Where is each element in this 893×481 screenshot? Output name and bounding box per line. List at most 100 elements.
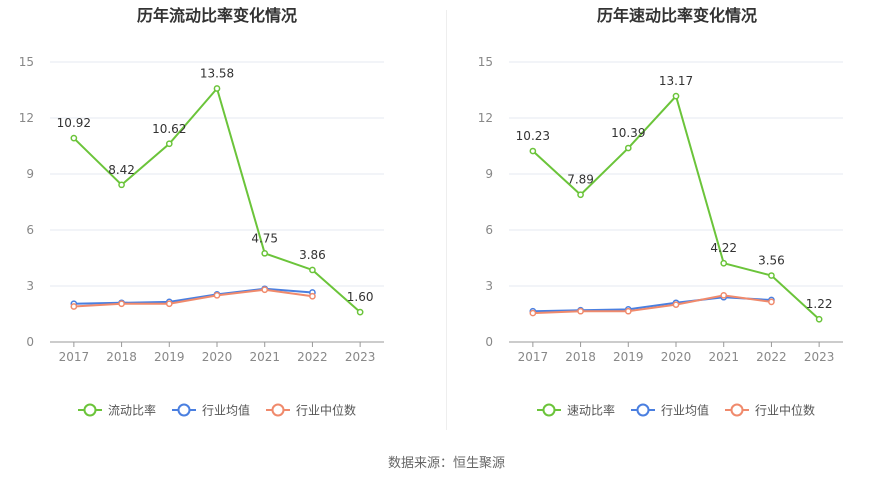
x-tick-label: 2017 — [518, 350, 549, 364]
data-point — [118, 181, 125, 189]
legend-item-1[interactable]: 行业均值 — [172, 403, 250, 418]
y-tick-label: 15 — [19, 55, 34, 69]
y-tick-label: 3 — [26, 279, 34, 293]
x-tick-label: 2019 — [154, 350, 185, 364]
data-label: 10.39 — [611, 126, 645, 140]
x-tick-label: 2019 — [613, 350, 644, 364]
y-tick-label: 6 — [26, 223, 34, 237]
data-label: 1.60 — [347, 290, 374, 304]
data-label: 4.75 — [251, 231, 278, 245]
legend-label: 行业中位数 — [296, 403, 356, 418]
data-point — [624, 144, 632, 152]
x-tick-label: 2021 — [708, 350, 739, 364]
series-line — [532, 294, 772, 315]
data-source-note: 数据来源：恒生聚源 — [387, 456, 505, 471]
x-tick-label: 2020 — [661, 350, 692, 364]
x-tick-label: 2021 — [249, 350, 280, 364]
legend-label: 流动比率 — [108, 403, 156, 418]
legend-item-1[interactable]: 行业均值 — [631, 403, 709, 418]
legend-swatch-marker — [542, 403, 556, 417]
data-point — [577, 191, 584, 199]
data-point — [356, 308, 364, 316]
series-line — [73, 288, 313, 308]
chart-title: 历年速动比率变化情况 — [597, 6, 757, 25]
x-tick-label: 2023 — [804, 350, 835, 364]
data-point — [165, 140, 173, 148]
data-point — [529, 309, 537, 317]
data-point — [815, 315, 823, 323]
y-tick-label: 12 — [19, 111, 34, 125]
x-tick-label: 2022 — [297, 350, 328, 364]
current-ratio-chart-panel: 历年流动比率变化情况 0 3 6 9 12 15 2017 2018 2019 2020 2021 20… — [0, 0, 446, 440]
x-tick-label: 2022 — [756, 350, 787, 364]
data-point — [118, 300, 125, 308]
data-point — [672, 301, 680, 309]
data-point — [70, 303, 78, 310]
series-1 — [70, 285, 316, 308]
legend-item-0[interactable]: 流动比率 — [78, 403, 156, 418]
panel-divider — [446, 10, 447, 430]
y-tick-label: 9 — [485, 167, 493, 181]
data-point — [309, 266, 316, 274]
series-line — [73, 287, 313, 305]
data-point — [768, 272, 775, 279]
series-0: 10.92 8.42 10.62 13.58 4.75 3.86 1.60 — [57, 67, 374, 316]
data-point — [165, 300, 173, 308]
data-point — [768, 298, 775, 306]
data-point — [577, 307, 584, 315]
data-label: 13.58 — [200, 67, 234, 81]
y-tick-label: 0 — [26, 335, 34, 349]
chart-title: 历年流动比率变化情况 — [137, 6, 297, 25]
data-label: 3.56 — [758, 254, 785, 268]
data-point — [261, 286, 269, 294]
y-tick-label: 15 — [478, 55, 493, 69]
legend-label: 行业均值 — [661, 403, 709, 418]
y-tick-label: 6 — [485, 223, 493, 237]
legend-label: 行业均值 — [202, 403, 250, 418]
data-point — [529, 147, 537, 155]
x-tick-label: 2018 — [565, 350, 596, 364]
y-tick-label: 12 — [478, 111, 493, 125]
legend-swatch-marker — [730, 403, 744, 417]
y-tick-label: 3 — [485, 279, 493, 293]
quick-ratio-chart: 历年速动比率变化情况 0 3 6 9 12 15 2017 2018 2019 2020 2021 20… — [478, 6, 843, 418]
legend-swatch-marker — [177, 403, 191, 417]
legend-item-2[interactable]: 行业中位数 — [266, 403, 356, 418]
legend-label: 速动比率 — [567, 403, 615, 418]
data-label: 4.22 — [710, 241, 737, 255]
y-tick-label: 0 — [485, 335, 493, 349]
data-point — [672, 92, 680, 100]
data-point — [720, 291, 728, 299]
x-tick-label: 2018 — [106, 350, 137, 364]
current-ratio-chart: 历年流动比率变化情况 0 3 6 9 12 15 2017 2018 2019 2020 2021 20… — [19, 6, 384, 418]
quick-ratio-chart-panel: 历年速动比率变化情况 0 3 6 9 12 15 2017 2018 2019 2020 2021 20… — [447, 0, 893, 440]
data-point — [720, 259, 728, 267]
legend-label: 行业中位数 — [755, 403, 815, 418]
legend-swatch-marker — [271, 403, 285, 417]
legend-item-0[interactable]: 速动比率 — [537, 403, 615, 418]
data-label: 13.17 — [659, 74, 693, 88]
data-label: 7.89 — [567, 173, 594, 187]
data-label: 10.23 — [516, 129, 550, 143]
data-point — [624, 307, 632, 315]
data-label: 10.62 — [152, 122, 186, 136]
x-tick-label: 2023 — [345, 350, 376, 364]
data-point — [213, 85, 221, 92]
data-point — [309, 292, 316, 300]
data-point — [213, 291, 221, 299]
data-point — [261, 249, 269, 257]
series-2 — [529, 291, 775, 317]
data-label: 1.22 — [806, 297, 833, 311]
legend-item-2[interactable]: 行业中位数 — [725, 403, 815, 418]
data-label: 10.92 — [57, 116, 91, 130]
series-0: 10.23 7.89 10.39 13.17 4.22 3.56 1.22 — [516, 74, 833, 323]
data-point — [70, 134, 78, 142]
series-line — [532, 296, 772, 313]
legend-swatch-marker — [636, 403, 650, 417]
data-label: 3.86 — [299, 248, 326, 262]
legend-swatch-marker — [83, 403, 97, 417]
series-2 — [70, 286, 316, 310]
y-tick-label: 9 — [26, 167, 34, 181]
x-tick-label: 2017 — [59, 350, 90, 364]
x-tick-label: 2020 — [202, 350, 233, 364]
